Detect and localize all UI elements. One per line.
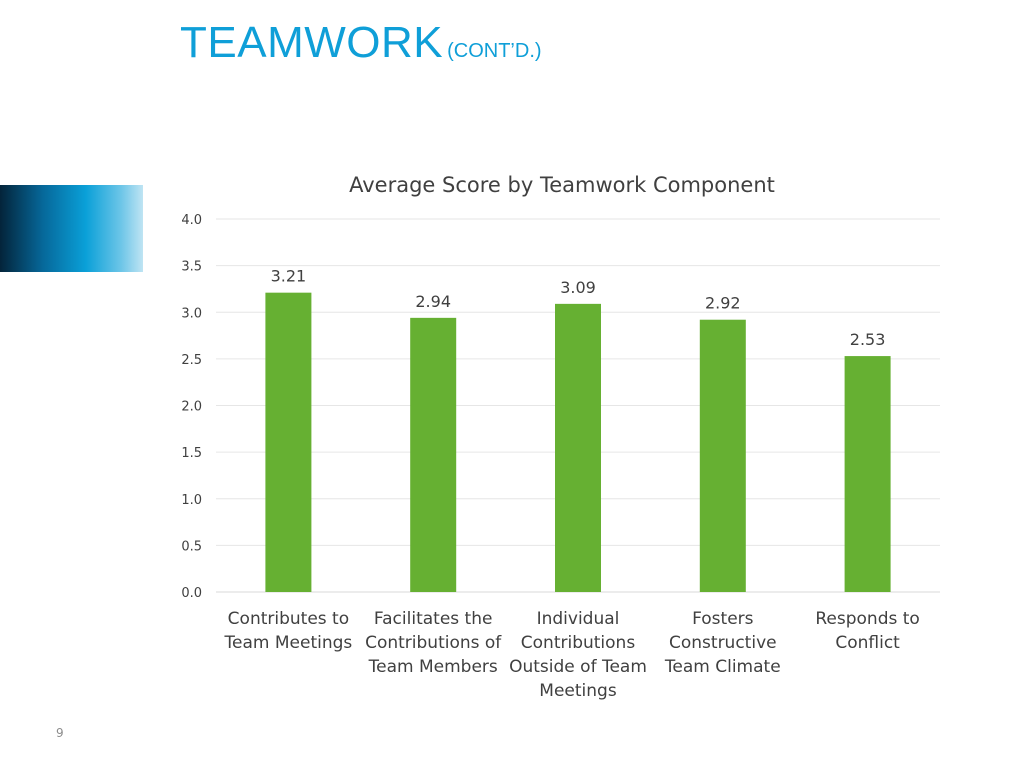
y-tick-label: 3.5 [181, 260, 202, 275]
chart-bars [265, 292, 891, 592]
x-axis-category-labels: Contributes to Team Meetings Facilitates t… [224, 609, 920, 701]
x-category-label-line: Facilitates the [374, 609, 493, 629]
y-tick-label: 2.5 [181, 353, 202, 368]
y-tick-label: 1.0 [181, 493, 202, 508]
bar-value-label: 3.09 [560, 278, 596, 297]
bar [410, 317, 457, 592]
x-category-label-line: Constructive [669, 633, 777, 653]
bar-value-label: 2.92 [705, 294, 741, 313]
y-tick-label: 0.0 [181, 586, 202, 601]
chart-data-labels: 3.21 2.94 3.09 2.92 2.53 [271, 267, 886, 349]
x-category-label-line: Individual [537, 609, 620, 629]
bar [265, 292, 312, 592]
x-category-label-line: Contributions of [365, 633, 502, 653]
page-number: 9 [56, 726, 64, 740]
x-category-label-line: Team Climate [664, 657, 781, 677]
y-tick-label: 0.5 [181, 539, 202, 554]
slide-title-main: TEAMWORK [180, 18, 444, 67]
x-category-label-line: Contributes to [228, 609, 349, 629]
x-category-label-line: Meetings [539, 681, 617, 701]
x-category-label-line: Team Meetings [224, 633, 353, 653]
x-category-label-line: Conflict [835, 633, 900, 653]
y-tick-label: 3.0 [181, 306, 202, 321]
slide-title-suffix: (CONT’D.) [447, 40, 542, 62]
x-category-label-line: Fosters [692, 609, 754, 629]
bar-value-label: 2.53 [850, 330, 886, 349]
bar-value-label: 3.21 [271, 267, 307, 286]
x-category-label-line: Contributions [521, 633, 636, 653]
bar-value-label: 2.94 [415, 292, 451, 311]
bar [844, 356, 891, 592]
decorative-gradient-bar [0, 185, 143, 272]
y-tick-label: 1.5 [181, 446, 202, 461]
x-category-label-line: Responds to [815, 609, 919, 629]
y-tick-label: 2.0 [181, 400, 202, 415]
y-tick-label: 4.0 [181, 213, 202, 228]
bar [699, 319, 746, 592]
y-axis-tick-labels: 0.0 0.5 1.0 1.5 2.0 2.5 3.0 3.5 4.0 [181, 213, 202, 601]
chart-title: Average Score by Teamwork Component [349, 173, 775, 197]
x-category-label-line: Outside of Team [509, 657, 647, 677]
x-category-label-line: Team Members [368, 657, 498, 677]
bar [555, 303, 601, 592]
slide-title: TEAMWORK (CONT’D.) [180, 18, 542, 68]
